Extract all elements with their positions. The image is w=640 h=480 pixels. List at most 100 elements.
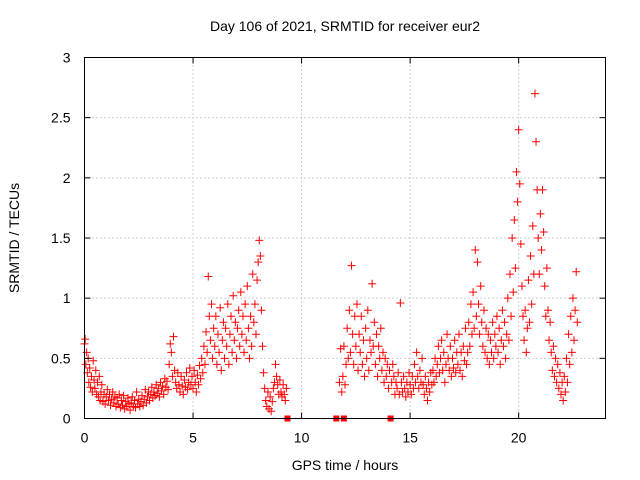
data-point [210,342,219,351]
data-point [474,300,483,309]
data-point [240,348,249,357]
data-point [257,306,266,315]
data-point [158,382,167,391]
data-point [177,372,186,381]
data-point [570,336,579,345]
data-point [510,215,519,224]
data-point [82,348,91,357]
data-point [217,366,226,375]
data-point [463,348,472,357]
data-point [465,342,474,351]
data-point [358,360,367,369]
data-point [235,342,244,351]
data-point [81,360,90,369]
data-point [490,330,499,339]
data-point [549,342,558,351]
data-point [482,324,491,333]
data-point [489,354,498,363]
data-point [504,336,513,345]
data-point [215,348,224,357]
data-point [400,384,409,393]
data-point [568,294,577,303]
data-point [388,360,397,369]
data-point [555,368,564,377]
data-point [211,312,220,321]
data-point [516,240,525,249]
data-point [219,318,228,327]
data-point [396,298,405,307]
data-point [520,336,529,345]
data-point [418,354,427,363]
data-point [541,312,550,321]
data-point [179,390,188,399]
data-point [413,372,422,381]
data-point [244,324,253,333]
data-point [101,400,110,409]
data-point [250,300,259,309]
data-point [389,372,398,381]
data-point [173,368,182,377]
data-point [393,384,402,393]
data-point [189,384,198,393]
data-point [149,388,158,397]
x-axis-label: GPS time / hours [292,457,399,473]
data-point [234,306,243,315]
data-point [573,318,582,327]
data-point [495,324,504,333]
data-point [335,378,344,387]
data-point [501,354,510,363]
data-point [166,339,175,348]
data-point [135,402,144,411]
data-point [368,279,377,288]
data-point [187,372,196,381]
data-point [534,234,543,242]
data-point [247,342,256,351]
data-point [180,375,189,384]
data-point [561,388,570,397]
data-point [439,348,448,357]
y-tick-label: 1.5 [51,230,71,246]
data-point [182,368,191,377]
data-point [564,330,573,339]
data-point [437,336,446,345]
data-point [542,264,551,273]
data-point [476,282,485,291]
data-point [199,342,208,351]
y-tick-label: 0 [63,411,71,427]
data-point [430,378,439,387]
data-point [230,336,239,345]
data-point [394,368,403,377]
data-point [214,330,223,339]
data-point [279,380,288,389]
data-point [436,354,445,363]
data-point [183,385,192,394]
data-point [458,372,467,381]
data-point [450,336,459,345]
x-tick-label: 20 [511,430,527,446]
data-point [530,89,539,98]
data-point [519,312,528,321]
data-point [221,324,230,333]
data-point [364,366,373,375]
data-point [405,368,414,377]
data-point [526,252,535,261]
data-point [370,318,379,327]
data-point [356,348,365,357]
y-axis-label: SRMTID / TECUs [6,183,22,293]
data-point [271,360,280,369]
data-point [423,396,432,405]
data-point [565,360,574,369]
data-point [553,360,562,369]
data-point [497,336,506,345]
data-point [460,356,469,365]
data-point [498,306,507,315]
data-point [559,396,568,405]
data-point [451,368,460,377]
data-point [548,366,557,375]
data-point [200,360,209,369]
data-point [352,300,361,309]
data-point [524,276,533,285]
data-point [377,366,386,375]
data-point [372,330,381,339]
data-point [209,324,218,333]
